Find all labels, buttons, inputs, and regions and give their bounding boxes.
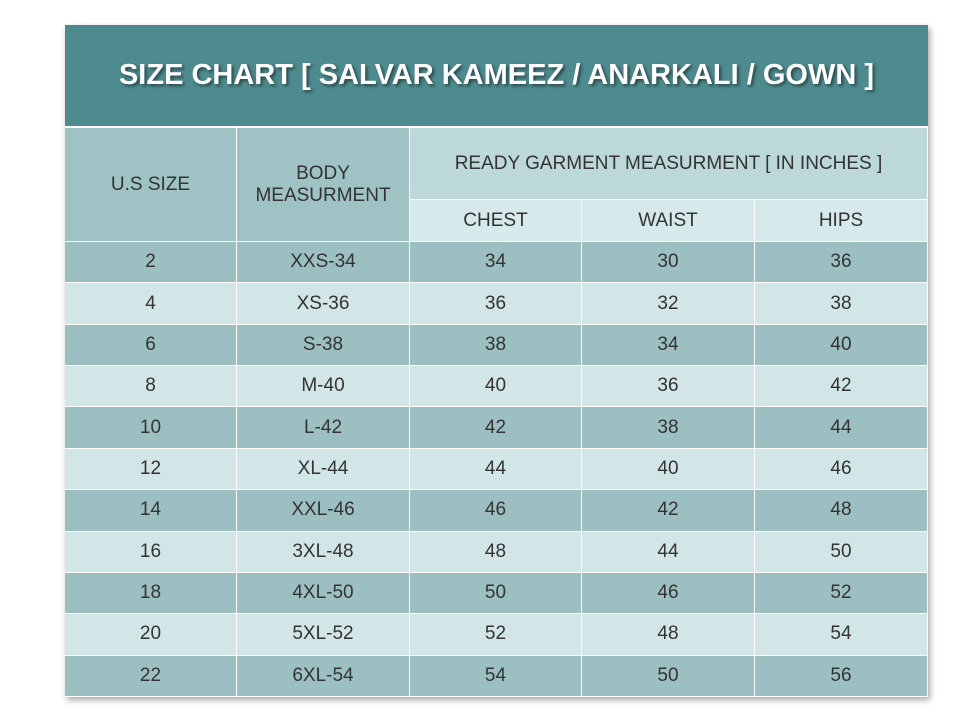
table-cell: M-40 (237, 366, 410, 408)
header-sub: WAIST (582, 200, 755, 242)
table-cell: 20 (65, 614, 237, 656)
table-cell: 46 (582, 572, 755, 615)
table-cell: 36 (410, 283, 582, 325)
table-cell: 48 (582, 614, 755, 656)
table-cell: XXL-46 (237, 490, 410, 532)
table-cell: 50 (755, 531, 928, 573)
table-cell: 52 (755, 572, 928, 615)
table-cell: 6XL-54 (237, 655, 410, 697)
table-cell: 18 (65, 572, 237, 615)
table-cell: 38 (755, 283, 928, 325)
title: SIZE CHART [ SALVAR KAMEEZ / ANARKALI / … (65, 25, 928, 128)
table-cell: 52 (410, 614, 582, 656)
table-cell: 48 (755, 490, 928, 532)
table-cell: 5XL-52 (237, 614, 410, 656)
table-cell: 40 (582, 448, 755, 491)
table-cell: 56 (755, 655, 928, 697)
header-sub: CHEST (410, 200, 582, 242)
table-cell: 42 (410, 407, 582, 449)
table-cell: 40 (755, 324, 928, 367)
table-cell: 4XL-50 (237, 572, 410, 615)
table-cell: XS-36 (237, 283, 410, 325)
table-cell: 36 (582, 366, 755, 408)
table-cell: 6 (65, 324, 237, 367)
header-sub: HIPS (755, 200, 928, 242)
table-cell: 34 (410, 242, 582, 284)
table-cell: 40 (410, 366, 582, 408)
table-cell: S-38 (237, 324, 410, 367)
table-cell: 8 (65, 366, 237, 408)
table-cell: 42 (755, 366, 928, 408)
header-size: U.S SIZE (65, 128, 237, 242)
table-cell: 38 (410, 324, 582, 367)
table-cell: 42 (582, 490, 755, 532)
table-cell: 48 (410, 531, 582, 573)
table-cell: 34 (582, 324, 755, 367)
table-cell: 46 (755, 448, 928, 491)
table-cell: 54 (755, 614, 928, 656)
header-body: BODY MEASURMENT (237, 128, 410, 242)
table-cell: 44 (410, 448, 582, 491)
table-cell: 44 (755, 407, 928, 449)
table-cell: 2 (65, 242, 237, 284)
header-ready: READY GARMENT MEASURMENT [ IN INCHES ] (410, 128, 928, 200)
table-cell: 54 (410, 655, 582, 697)
table-cell: 46 (410, 490, 582, 532)
table-cell: 36 (755, 242, 928, 284)
table-cell: 12 (65, 448, 237, 491)
table-cell: 30 (582, 242, 755, 284)
table-cell: 4 (65, 283, 237, 325)
table-cell: 14 (65, 490, 237, 532)
size-chart: SIZE CHART [ SALVAR KAMEEZ / ANARKALI / … (65, 25, 928, 697)
table-cell: 3XL-48 (237, 531, 410, 573)
table-cell: 50 (410, 572, 582, 615)
table-cell: 50 (582, 655, 755, 697)
table-cell: 44 (582, 531, 755, 573)
table-cell: L-42 (237, 407, 410, 449)
table-cell: XXS-34 (237, 242, 410, 284)
table-cell: 10 (65, 407, 237, 449)
table-cell: 38 (582, 407, 755, 449)
table-cell: 16 (65, 531, 237, 573)
table-cell: 22 (65, 655, 237, 697)
table-cell: 32 (582, 283, 755, 325)
table-cell: XL-44 (237, 448, 410, 491)
